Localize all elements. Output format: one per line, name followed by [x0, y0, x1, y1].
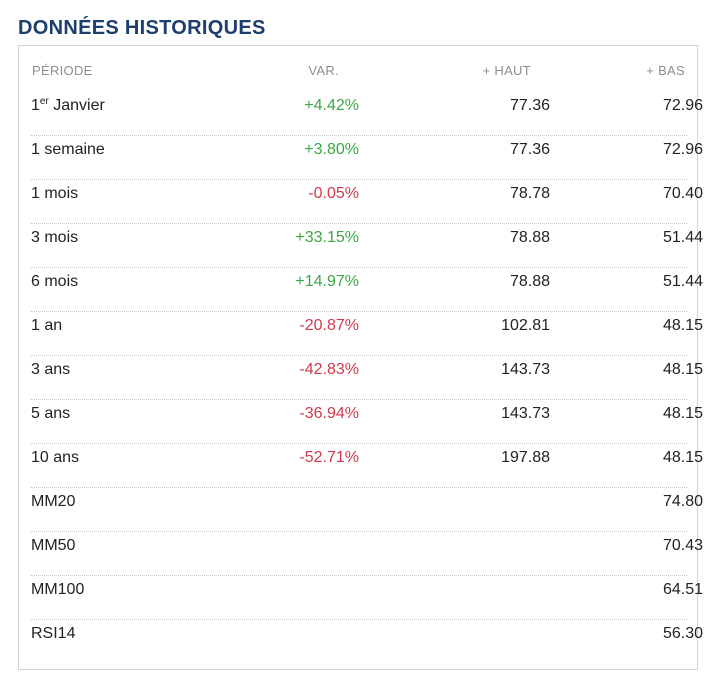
header-haut: + HAUT: [482, 63, 531, 78]
row-bas: 70.40: [662, 185, 703, 202]
section-title: DONNÉES HISTORIQUES: [18, 17, 266, 39]
row-label: 1 semaine: [31, 141, 105, 158]
row-var: -52.71%: [299, 449, 359, 466]
table-row: MM100 64.51: [31, 576, 703, 620]
row-bas: 72.96: [662, 97, 703, 114]
row-haut: 102.81: [501, 317, 550, 334]
row-label: 1 mois: [31, 185, 79, 202]
row-label: MM100: [31, 581, 85, 598]
row-bas: 48.15: [662, 317, 703, 334]
table-row: 1 an -20.87% 102.81 48.15: [31, 312, 703, 356]
row-label: MM50: [31, 537, 76, 554]
table-row: 3 ans -42.83% 143.73 48.15: [31, 356, 703, 400]
row-label: 3 mois: [31, 229, 79, 246]
row-bas: 56.30: [662, 625, 703, 642]
row-label: 1 an: [31, 317, 63, 334]
header-periode: PÉRIODE: [32, 63, 93, 78]
row-bas: 51.44: [662, 273, 703, 290]
row-haut: 77.36: [509, 97, 550, 114]
row-label: RSI14: [31, 625, 76, 642]
row-bas: 70.43: [662, 537, 703, 554]
table-row: 3 mois +33.15% 78.88 51.44: [31, 224, 703, 268]
table-header: PÉRIODE VAR. + HAUT + BAS: [19, 46, 697, 86]
row-var: +33.15%: [295, 229, 359, 246]
row-haut: 197.88: [501, 449, 550, 466]
row-var: -36.94%: [299, 405, 359, 422]
table-row: MM20 74.80: [31, 488, 703, 532]
row-haut: 143.73: [501, 361, 550, 378]
historical-data-table: PÉRIODE VAR. + HAUT + BAS 1er Janvier +4…: [18, 45, 703, 670]
row-label: 3 ans: [31, 361, 71, 378]
row-haut: 78.88: [509, 273, 550, 290]
row-bas: 64.51: [662, 581, 703, 598]
table-row: MM50 70.43: [31, 532, 703, 576]
row-bas: 48.15: [662, 449, 703, 466]
table-row: 1er Janvier +4.42% 77.36 72.96: [31, 92, 703, 136]
table-row: 1 mois -0.05% 78.78 70.40: [31, 180, 703, 224]
table-row: 1 semaine +3.80% 77.36 72.96: [31, 136, 703, 180]
row-haut: 143.73: [501, 405, 550, 422]
row-bas: 72.96: [662, 141, 703, 158]
row-label: 10 ans: [31, 449, 80, 466]
table-row: 5 ans -36.94% 143.73 48.15: [31, 400, 703, 444]
row-var: -42.83%: [299, 361, 359, 378]
row-bas: 74.80: [662, 493, 703, 510]
row-var: +3.80%: [304, 141, 359, 158]
row-label: MM20: [31, 493, 76, 510]
header-bas: + BAS: [646, 63, 685, 78]
header-var: VAR.: [308, 63, 339, 78]
row-haut: 77.36: [509, 141, 550, 158]
row-label: 6 mois: [31, 273, 79, 290]
table-row: 6 mois +14.97% 78.88 51.44: [31, 268, 703, 312]
row-bas: 48.15: [662, 405, 703, 422]
row-bas: 51.44: [662, 229, 703, 246]
row-haut: 78.88: [509, 229, 550, 246]
row-bas: 48.15: [662, 361, 703, 378]
table-row: 10 ans -52.71% 197.88 48.15: [31, 444, 703, 488]
row-var: -20.87%: [299, 317, 359, 334]
row-haut: 78.78: [509, 185, 550, 202]
row-var: -0.05%: [308, 185, 359, 202]
row-var: +4.42%: [304, 97, 359, 114]
table-row: RSI14 56.30: [31, 620, 703, 664]
row-label: 1er Janvier: [31, 96, 105, 115]
row-var: +14.97%: [295, 273, 359, 290]
row-label: 5 ans: [31, 405, 71, 422]
